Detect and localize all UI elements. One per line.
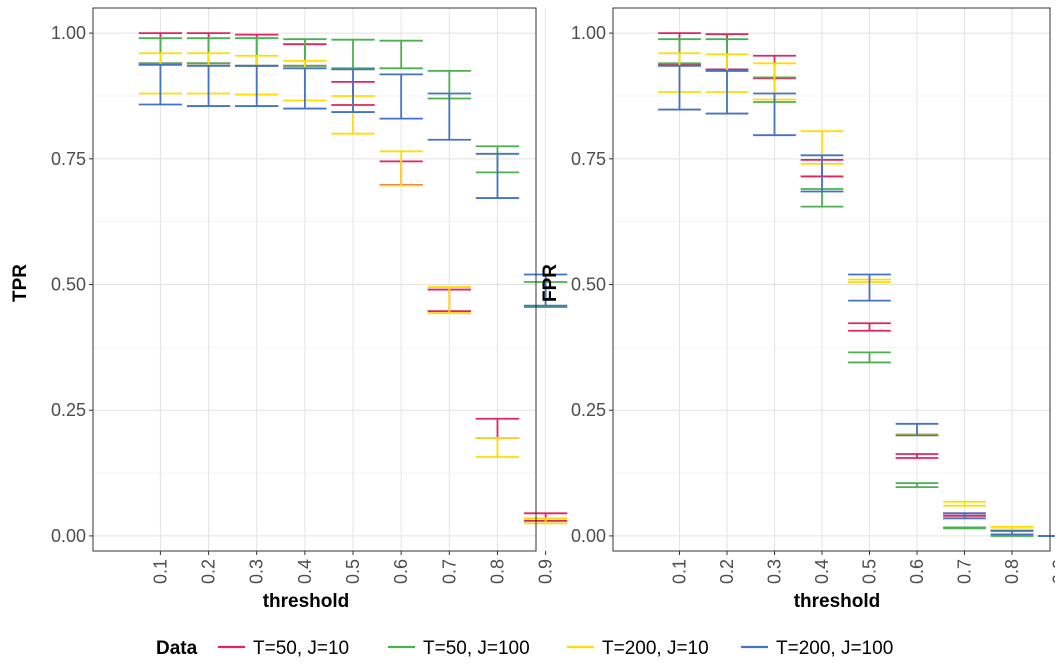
tpr-x-tick-label: 0.1 — [150, 559, 170, 584]
tpr-plot-background — [93, 8, 536, 551]
tpr-errorbar — [331, 38, 375, 70]
fpr-y-axis-title: FPR — [540, 264, 561, 302]
fpr-x-tick-label: 0.4 — [812, 559, 832, 584]
tpr-errorbar — [186, 64, 231, 107]
fpr-errorbar — [943, 500, 986, 507]
tpr-errorbar — [235, 64, 279, 107]
tpr-errorbar — [379, 150, 423, 187]
fpr-errorbar — [848, 322, 891, 332]
legend-item-t50-j10: T=50, J=10 — [218, 638, 349, 659]
tpr-errorbar — [331, 68, 375, 113]
fpr-errorbar — [895, 453, 939, 459]
legend-label: T=50, J=10 — [253, 638, 349, 659]
fpr-errorbar — [943, 526, 986, 530]
fpr-y-tick-label: 0.25 — [571, 400, 606, 420]
tpr-x-tick-label: 0.6 — [391, 559, 411, 584]
tpr-errorbar — [427, 286, 471, 315]
legend-item-t200-j100: T=200, J=100 — [741, 638, 893, 659]
tpr-x-tick-label: 0.4 — [295, 559, 315, 584]
tpr-panel: 0.00 0.25 0.50 0.75 1.00 0.1 0.2 0.3 0.4 0.5 0.6 0.… — [51, 7, 568, 584]
fpr-errorbar — [895, 422, 939, 437]
fpr-y-tick-label: 0.75 — [571, 149, 606, 169]
fpr-y-tick-label: 0.00 — [571, 526, 606, 546]
tpr-y-tick-label: 0.00 — [51, 526, 86, 546]
fpr-x-tick-label: 0.7 — [955, 559, 975, 584]
legend-label: T=200, J=100 — [776, 638, 893, 659]
fpr-errorbar — [753, 92, 796, 137]
fpr-x-tick-label: 0.3 — [765, 559, 785, 584]
fpr-errorbar — [705, 69, 749, 115]
fpr-x-axis-title: threshold — [794, 591, 881, 612]
tpr-y-tick-label: 1.00 — [51, 23, 86, 43]
legend-item-t50-j100: T=50, J=100 — [388, 638, 530, 659]
fpr-x-tick-label: 0.2 — [717, 559, 737, 584]
legend-label: T=200, J=10 — [602, 638, 709, 659]
tpr-errorbar — [523, 273, 568, 307]
tpr-errorbar — [427, 92, 471, 141]
tpr-errorbar — [475, 436, 520, 458]
legend-item-t200-j10: T=200, J=10 — [567, 638, 709, 659]
fpr-errorbar — [990, 525, 1034, 531]
legend: Data T=50, J=10 T=50, J=100 T=200, J=10 … — [156, 638, 893, 659]
tpr-errorbar — [138, 63, 183, 106]
fpr-errorbar — [848, 273, 891, 302]
tpr-x-tick-label: 0.2 — [199, 559, 219, 584]
fpr-errorbar — [895, 482, 939, 489]
tpr-y-tick-label: 0.75 — [51, 149, 86, 169]
fpr-x-tick-label: 0.5 — [860, 559, 880, 584]
fpr-y-tick-label: 1.00 — [571, 23, 606, 43]
tpr-x-tick-label: 0.9 — [536, 559, 556, 584]
tpr-y-tick-label: 0.25 — [51, 400, 86, 420]
tpr-x-tick-label: 0.8 — [487, 559, 507, 584]
tpr-panel-border — [92, 7, 537, 552]
fpr-x-tick-label: 0.6 — [907, 559, 927, 584]
tpr-errorbar — [379, 73, 423, 120]
tpr-y-axis-title: TPR — [10, 264, 31, 302]
tpr-errorbar — [379, 39, 423, 70]
fpr-x-tick-label: 0.8 — [1002, 559, 1022, 584]
fpr-errorbar — [943, 512, 986, 520]
tpr-x-axis-title: threshold — [263, 591, 350, 612]
fpr-y-tick-label: 0.50 — [571, 275, 606, 295]
tpr-x-tick-label: 0.7 — [439, 559, 459, 584]
fpr-errorbar — [990, 529, 1034, 536]
fpr-errorbar — [800, 154, 844, 193]
fpr-x-tick-label: 0.1 — [670, 559, 690, 584]
legend-label: T=50, J=100 — [423, 638, 530, 659]
fpr-panel: 0.00 0.25 0.50 0.75 1.00 0.1 0.2 0.3 0.4 0.5 0.6 0.… — [571, 7, 1055, 584]
tpr-y-tick-label: 0.50 — [51, 275, 86, 295]
fpr-errorbar — [848, 351, 891, 364]
tpr-errorbar — [283, 67, 327, 110]
tpr-x-tick-label: 0.3 — [247, 559, 267, 584]
fpr-errorbar — [658, 64, 701, 111]
fpr-plot-background — [613, 8, 1050, 551]
tpr-errorbar — [475, 152, 520, 199]
fpr-x-tick-label: 0.9 — [1050, 559, 1055, 584]
tpr-errorbar — [523, 517, 568, 525]
tpr-x-tick-label: 0.5 — [343, 559, 363, 584]
legend-title: Data — [156, 638, 198, 659]
fpr-panel-border — [612, 7, 1051, 552]
